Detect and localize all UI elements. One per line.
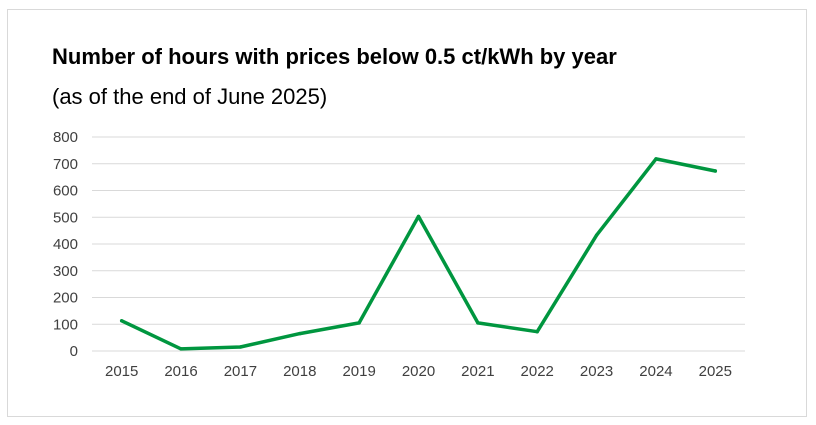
y-tick-label: 300 xyxy=(53,263,78,280)
x-tick-label: 2018 xyxy=(283,363,316,380)
data-point xyxy=(298,331,302,336)
y-tick-label: 700 xyxy=(53,156,78,173)
y-tick-label: 400 xyxy=(53,236,78,253)
chart-frame xyxy=(7,9,807,417)
y-tick-label: 500 xyxy=(53,209,78,226)
chart-title: Number of hours with prices below 0.5 ct… xyxy=(52,44,617,69)
data-point xyxy=(416,214,421,219)
x-tick-label: 2023 xyxy=(580,363,613,380)
data-point xyxy=(713,169,718,173)
x-tick-label: 2017 xyxy=(224,363,257,380)
gridlines xyxy=(92,136,745,352)
y-tick-label: 600 xyxy=(53,183,78,200)
series-layer xyxy=(119,157,718,351)
x-tick-label: 2016 xyxy=(164,363,197,380)
y-tick-label: 800 xyxy=(53,129,78,146)
data-point xyxy=(476,321,480,325)
data-point xyxy=(594,233,599,237)
data-point xyxy=(119,319,124,323)
x-tick-label: 2015 xyxy=(105,363,138,380)
y-tick-label: 100 xyxy=(53,316,78,333)
x-tick-label: 2021 xyxy=(461,363,494,380)
x-tick-label: 2019 xyxy=(342,363,375,380)
x-axis-ticks: 2015 2016 2017 2018 2019 2020 2021 2022 2023 2024… xyxy=(105,363,732,380)
x-tick-label: 2024 xyxy=(639,363,672,380)
y-axis-ticks: 0 100 200 300 400 500 600 700 800 xyxy=(53,129,78,360)
data-point xyxy=(179,347,183,351)
y-tick-label: 200 xyxy=(53,290,78,307)
x-tick-label: 2022 xyxy=(521,363,554,380)
data-point xyxy=(238,345,243,349)
x-tick-label: 2025 xyxy=(699,363,732,380)
data-point xyxy=(535,330,539,334)
data-point xyxy=(654,157,658,161)
series-line xyxy=(119,157,718,351)
chart-subtitle: (as of the end of June 2025) xyxy=(52,84,328,109)
data-point xyxy=(357,321,361,325)
x-tick-label: 2020 xyxy=(402,363,435,380)
y-tick-label: 0 xyxy=(70,343,78,360)
